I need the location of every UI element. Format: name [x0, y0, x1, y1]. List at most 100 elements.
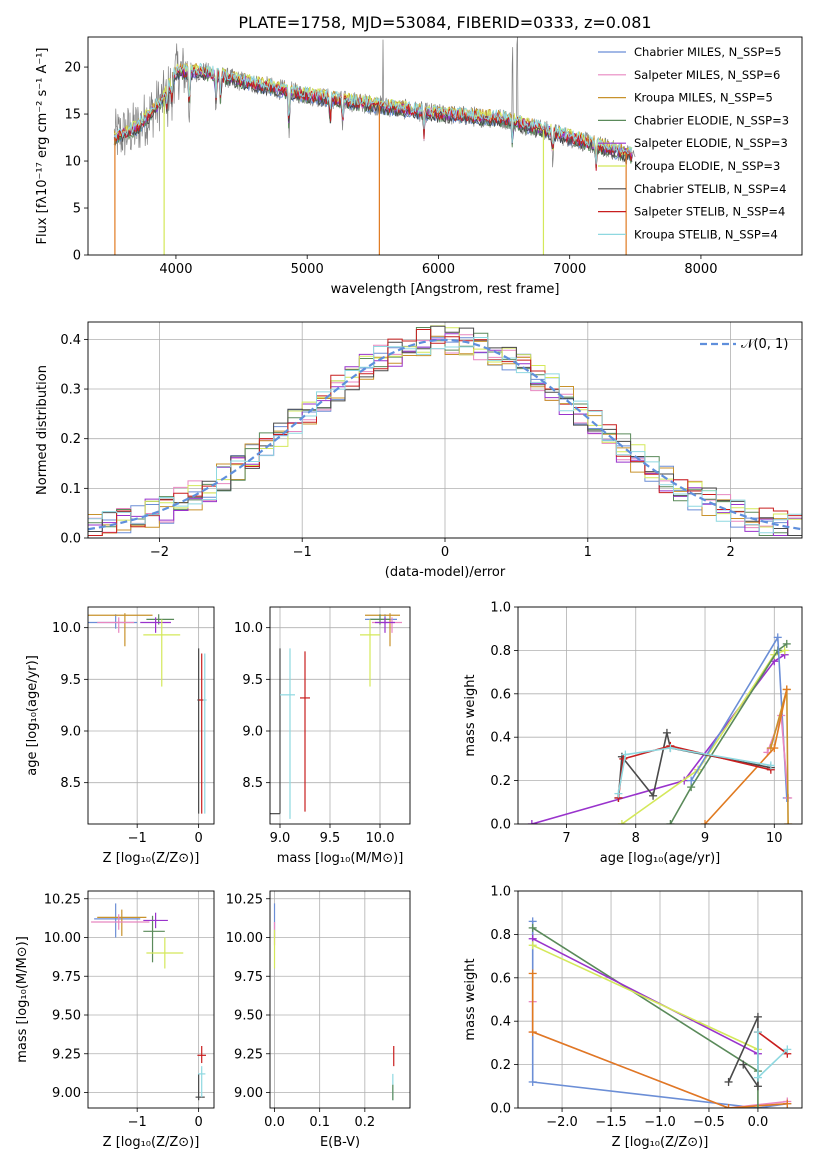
x-tick-label: −2	[150, 545, 169, 560]
weight-marker	[753, 1028, 762, 1037]
axes-frame	[269, 606, 411, 825]
residual-hist-axes	[84, 322, 802, 542]
errbar-chabrier_miles	[94, 903, 141, 938]
legend-entry: Salpeter ELODIE, N_SSP=3	[634, 136, 788, 150]
errbar-salpeter_elodie	[140, 617, 171, 633]
weight-marker	[753, 1082, 762, 1091]
y-axis-label: Flux [fλ10⁻¹⁷ erg cm⁻² s⁻¹ A⁻¹]	[35, 48, 50, 245]
y-tick-label: 10.00	[44, 931, 81, 946]
weight-marker	[617, 820, 626, 824]
x-tick-label: −1	[128, 831, 147, 846]
y-tick-label: 0.8	[490, 928, 511, 943]
y-tick-label: 0.2	[60, 432, 81, 447]
weight-marker	[770, 744, 779, 753]
weight-marker	[766, 761, 775, 770]
y-tick-label: 5	[73, 202, 81, 217]
y-tick-label: 10.25	[44, 892, 81, 907]
model-spectrum-salpeter_stelib	[113, 66, 633, 171]
errbar-salpeter_stelib	[300, 651, 310, 812]
x-axis-label: Z [log₁₀(Z/Z⊙)]	[103, 1135, 200, 1150]
weight-marker	[666, 820, 675, 824]
x-tick-label: −1	[128, 1115, 147, 1130]
weight-marker	[753, 1104, 762, 1108]
y-tick-label: 9.5	[60, 673, 81, 688]
x-tick-label: 10	[766, 831, 783, 846]
x-tick-label: −0.5	[693, 1115, 725, 1130]
y-tick-label: 0.0	[60, 532, 81, 547]
spectrum-plot	[113, 37, 636, 255]
histogram-chabrier_elodie	[88, 327, 802, 536]
x-tick-label: 5000	[291, 262, 324, 277]
weight-marker	[724, 1104, 733, 1108]
weight-line-salpeter_miles	[766, 714, 789, 799]
errbar-chabrier_elodie	[143, 915, 165, 963]
y-tick-label: 9.50	[52, 1009, 81, 1024]
x-tick-label: −1.5	[595, 1115, 627, 1130]
x-axis-label: Z [log₁₀(Z/Z⊙)]	[103, 851, 200, 866]
errbar-salpeter_elodie	[375, 617, 395, 633]
x-axis-label: wavelength [Angstrom, rest frame]	[331, 282, 560, 297]
y-tick-label: 0.2	[490, 774, 511, 789]
errbar-salpeter_miles	[97, 617, 135, 633]
weight-line-chabrier_elodie	[669, 643, 788, 824]
y-axis-label: mass weight	[463, 958, 478, 1040]
weight-marker	[528, 969, 537, 978]
y-tick-label: 1.0	[490, 601, 511, 616]
weight-marker	[649, 791, 658, 800]
y-tick-label: 8.5	[242, 776, 263, 791]
weight-marker	[527, 820, 536, 824]
y-tick-label: 0.4	[490, 1015, 511, 1030]
z-weight-plot	[528, 917, 792, 1108]
y-tick-label: 9.0	[60, 725, 81, 740]
mass-age-plot	[270, 613, 402, 819]
weight-line-kroupa_elodie	[532, 944, 759, 1051]
x-axis-label: mass [log₁₀(M/M⊙)]	[277, 851, 404, 866]
model-spectrum-kroupa_stelib	[113, 62, 633, 165]
errbar-kroupa_miles	[88, 613, 153, 647]
weight-marker	[724, 1077, 733, 1086]
weight-line-salpeter_elodie	[532, 937, 759, 1055]
y-axis-label: age [log₁₀(age/yr)]	[25, 655, 40, 776]
errbar-kroupa_stelib	[202, 653, 207, 814]
weight-marker	[528, 1077, 537, 1086]
x-tick-label: 6000	[422, 262, 455, 277]
y-tick-label: 0.4	[60, 333, 81, 348]
y-tick-label: 9.25	[52, 1047, 81, 1062]
z-mass-plot	[91, 903, 207, 1101]
weight-marker	[784, 820, 793, 824]
weight-marker	[782, 639, 791, 648]
y-tick-label: 9.5	[242, 673, 263, 688]
weight-marker	[687, 776, 696, 785]
errbar-kroupa_elodie	[143, 619, 181, 687]
legend-entry: Chabrier ELODIE, N_SSP=3	[634, 113, 789, 127]
y-tick-label: 15	[64, 108, 81, 123]
y-tick-label: 10.0	[234, 621, 263, 636]
y-tick-label: 9.25	[234, 1047, 263, 1062]
x-tick-label: 9.5	[320, 831, 341, 846]
x-axis-label: E(B-V)	[320, 1135, 360, 1150]
z-age-plot	[88, 613, 207, 814]
y-tick-label: 20	[64, 61, 81, 76]
errbar-salpeter_elodie	[143, 912, 168, 929]
x-tick-label: 0.1	[309, 1115, 330, 1130]
errbar-salpeter_stelib	[197, 1046, 207, 1064]
weight-line-kroupa_miles	[770, 688, 789, 824]
axes-frame	[269, 890, 411, 1109]
errbar-kroupa_stelib	[280, 648, 295, 819]
weight-marker	[783, 1099, 792, 1108]
weight-marker	[528, 923, 537, 932]
x-tick-label: 8	[632, 831, 640, 846]
weight-marker	[739, 1060, 748, 1069]
y-tick-label: 9.50	[234, 1009, 263, 1024]
mass-age-axes	[266, 607, 410, 828]
errbar-kroupa_miles	[365, 613, 400, 647]
axes-frame	[87, 36, 803, 256]
weight-marker	[621, 750, 630, 759]
y-tick-label: 0.2	[490, 1058, 511, 1073]
axes-frame	[87, 890, 215, 1109]
y-tick-label: 1.0	[490, 885, 511, 900]
errbar-chabrier_stelib	[270, 648, 281, 815]
z-age-axes	[84, 607, 214, 828]
errbar-chabrier_miles	[88, 614, 138, 629]
